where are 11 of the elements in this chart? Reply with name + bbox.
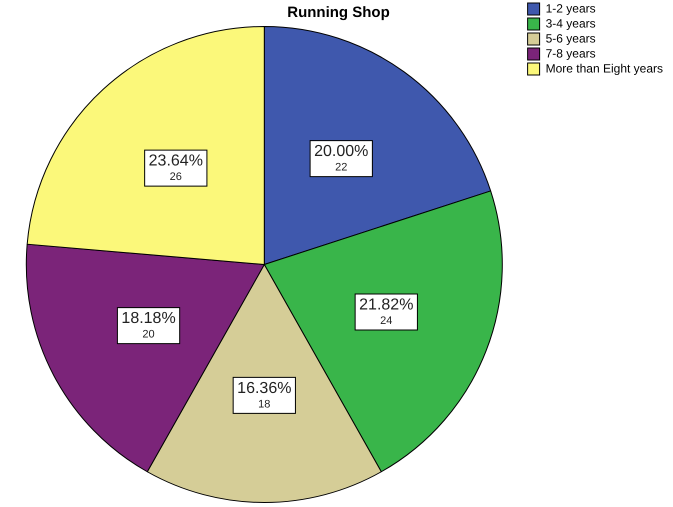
legend-label: 1-2 years — [546, 1, 596, 16]
legend-label: 7-8 years — [546, 46, 596, 60]
data-label: 23.64% 26 — [148, 152, 203, 184]
legend-label: More than Eight years — [546, 61, 664, 76]
data-label: 18.18% 20 — [121, 310, 176, 341]
data-label: 20.00% 22 — [314, 143, 368, 174]
legend-label: 3-4 years — [546, 16, 596, 30]
legend-label: 5-6 years — [546, 31, 596, 46]
data-label: 16.36% 18 — [237, 380, 292, 410]
chart-title: Running Shop — [287, 4, 390, 22]
data-label: 21.82% 24 — [359, 296, 414, 328]
